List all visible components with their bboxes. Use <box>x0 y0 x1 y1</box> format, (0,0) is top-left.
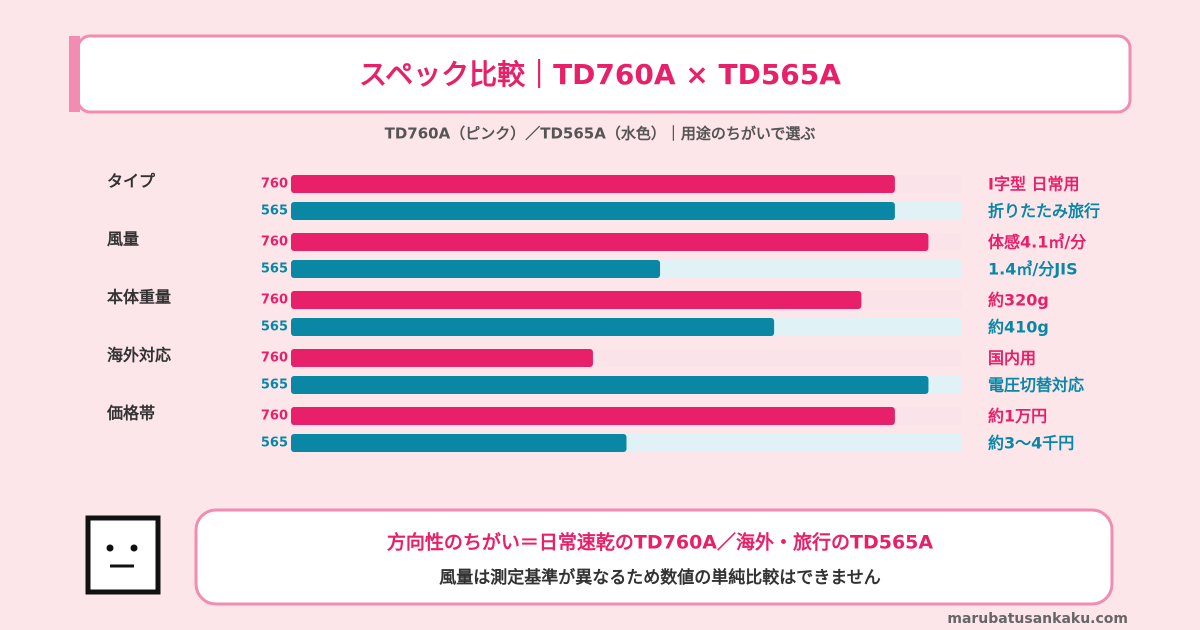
series-label: 565 <box>261 262 288 277</box>
chart-title: スペック比較｜TD760A × TD565A <box>359 58 841 91</box>
bar-note: 約1万円 <box>988 407 1047 426</box>
bar <box>291 175 895 193</box>
title-accent <box>69 36 80 112</box>
bar <box>291 434 627 452</box>
category-label: 価格帯 <box>106 404 155 423</box>
series-label: 565 <box>261 320 288 335</box>
series-label: 760 <box>261 409 288 424</box>
callout-body: 風量は測定基準が異なるため数値の単純比較はできません <box>439 567 881 588</box>
eye <box>106 544 114 552</box>
series-label: 565 <box>261 378 288 393</box>
series-label: 760 <box>261 293 288 308</box>
bar-note: 1.4㎥/分JIS <box>988 260 1078 279</box>
callout-headline: 方向性のちがい＝日常速乾のTD760A／海外・旅行のTD565A <box>387 531 933 554</box>
bar <box>291 349 593 367</box>
bar-note: 国内用 <box>988 349 1036 368</box>
bar <box>291 260 661 278</box>
bar <box>291 202 895 220</box>
category-label: 本体重量 <box>107 288 171 307</box>
subtitle: TD760A（ピンク）／TD565A（水色）｜用途のちがいで選ぶ <box>385 125 816 143</box>
bar <box>291 318 775 336</box>
series-label: 565 <box>261 436 288 451</box>
category-label: タイプ <box>107 172 156 191</box>
category-label: 海外対応 <box>107 346 171 365</box>
face-icon <box>85 515 161 595</box>
bar <box>291 233 929 251</box>
bar-note: 約320g <box>988 291 1049 310</box>
bar-note: I字型 日常用 <box>988 175 1080 194</box>
series-label: 760 <box>261 177 288 192</box>
bar <box>291 291 862 309</box>
bar-note: 電圧切替対応 <box>988 376 1084 395</box>
site: marubatusankaku.com <box>947 611 1128 627</box>
series-label: 760 <box>261 351 288 366</box>
category-label: 風量 <box>107 230 139 249</box>
bar-note: 約410g <box>988 318 1049 337</box>
eye <box>130 544 138 552</box>
face <box>85 515 161 595</box>
bar-note: 約3〜4千円 <box>988 434 1074 453</box>
callout-box <box>194 508 1114 606</box>
series-label: 760 <box>261 235 288 250</box>
bar <box>291 407 895 425</box>
series-label: 565 <box>261 204 288 219</box>
bar-note: 折りたたみ旅行 <box>988 202 1100 221</box>
bar-note: 体感4.1㎥/分 <box>988 233 1086 252</box>
bar <box>291 376 929 394</box>
